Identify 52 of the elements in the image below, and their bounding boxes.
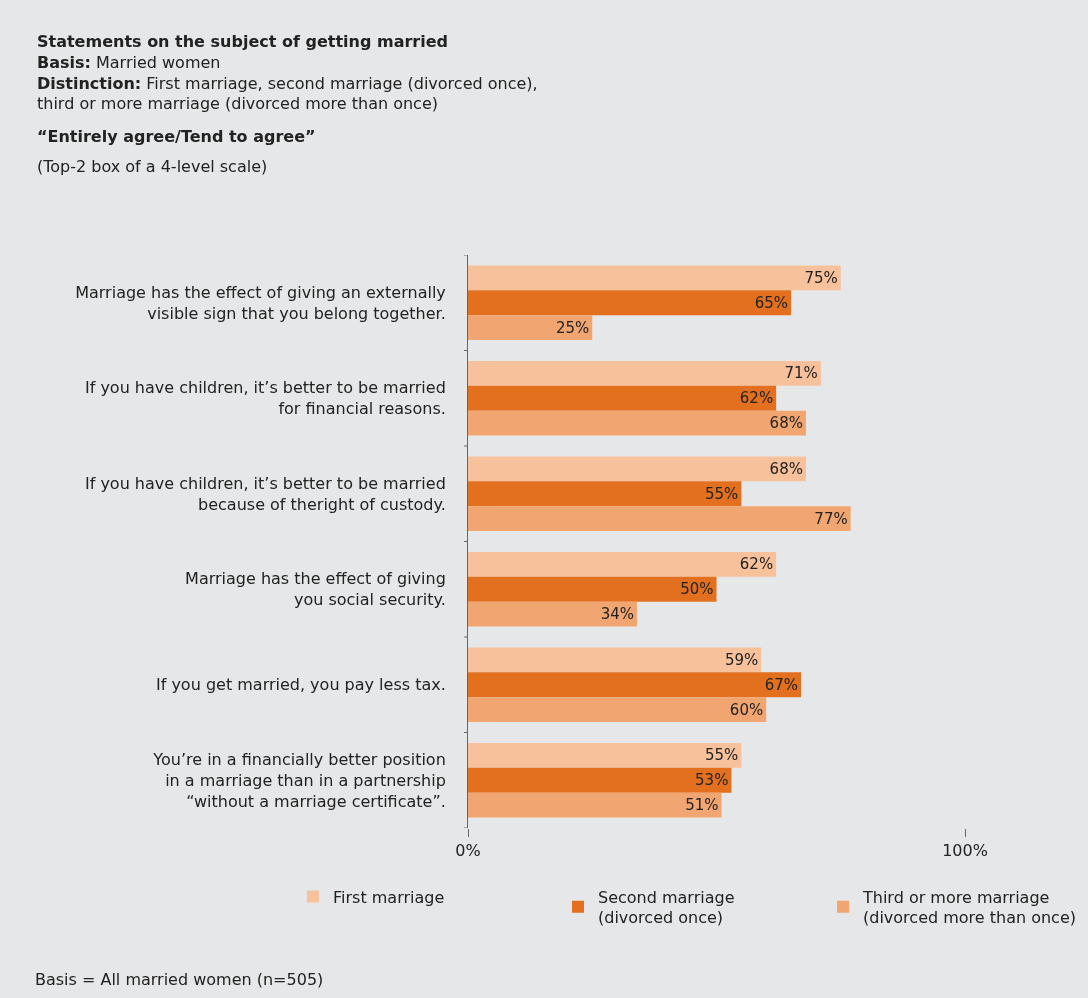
data-label: 75% xyxy=(804,268,838,287)
text: Basis: Married women Distinction: First marriage, second marriage (divorced once), third or more marriage (divorced more than once) xyxy=(37,52,538,114)
bar xyxy=(468,647,762,673)
bar xyxy=(468,456,806,482)
y-tick-label: Marriage has the effect of giving you social security. xyxy=(185,569,446,610)
bar xyxy=(468,767,732,793)
y-tick-label: If you have children, it’s better to be married for financial reasons. xyxy=(84,378,446,419)
data-label: 34% xyxy=(600,605,634,624)
bar xyxy=(468,265,841,291)
text: (Top-2 box of a 4-level scale) xyxy=(37,157,268,176)
text: Statements on the subject of getting married xyxy=(37,32,449,51)
bar xyxy=(468,506,851,531)
legend-label: Second marriage (divorced once) xyxy=(598,887,735,928)
x-tick-label: 100% xyxy=(942,841,988,861)
data-label: 62% xyxy=(739,389,774,408)
data-label: 71% xyxy=(784,364,818,383)
data-label: 59% xyxy=(724,650,759,669)
data-label: 53% xyxy=(695,771,729,790)
data-label: 50% xyxy=(680,580,714,599)
y-tick-label: If you get married, you pay less tax. xyxy=(155,675,446,695)
bar xyxy=(468,481,742,507)
text: Basis = All married women (n=505) xyxy=(35,970,324,989)
bar xyxy=(468,792,722,818)
bar xyxy=(468,410,806,436)
bar xyxy=(468,552,777,577)
data-label: 67% xyxy=(764,675,798,694)
legend-label: Third or more marriage (divorced more than once) xyxy=(862,887,1076,928)
bar xyxy=(468,361,821,386)
data-label: 51% xyxy=(685,796,719,815)
text: “Entirely agree/Tend to agree” xyxy=(37,127,316,146)
data-label: 62% xyxy=(739,555,774,574)
y-tick-label: You’re in a financially better position in a marriage than in a partnership “without a marriage certificate”. xyxy=(152,750,446,811)
bar xyxy=(468,576,717,602)
data-label: 68% xyxy=(769,414,803,433)
x-tick-label: 0% xyxy=(455,841,481,861)
y-tick-label: If you have children, it’s better to be married because of theright of custody. xyxy=(84,473,446,514)
bar xyxy=(468,601,637,627)
data-label: 55% xyxy=(705,484,739,503)
data-label: 65% xyxy=(754,293,789,312)
data-label: 55% xyxy=(705,746,739,765)
y-tick-label: Marriage has the effect of giving an externally visible sign that you belong together. xyxy=(75,282,446,323)
bar xyxy=(468,743,742,768)
bar xyxy=(468,290,792,316)
bar xyxy=(468,315,593,340)
bar xyxy=(468,672,801,698)
data-label: 25% xyxy=(555,318,590,337)
bar xyxy=(468,697,767,722)
data-label: 68% xyxy=(769,459,803,478)
data-label: 77% xyxy=(814,509,848,528)
data-label: 60% xyxy=(729,700,764,719)
bar xyxy=(468,385,777,411)
legend-label: First marriage xyxy=(333,887,445,907)
